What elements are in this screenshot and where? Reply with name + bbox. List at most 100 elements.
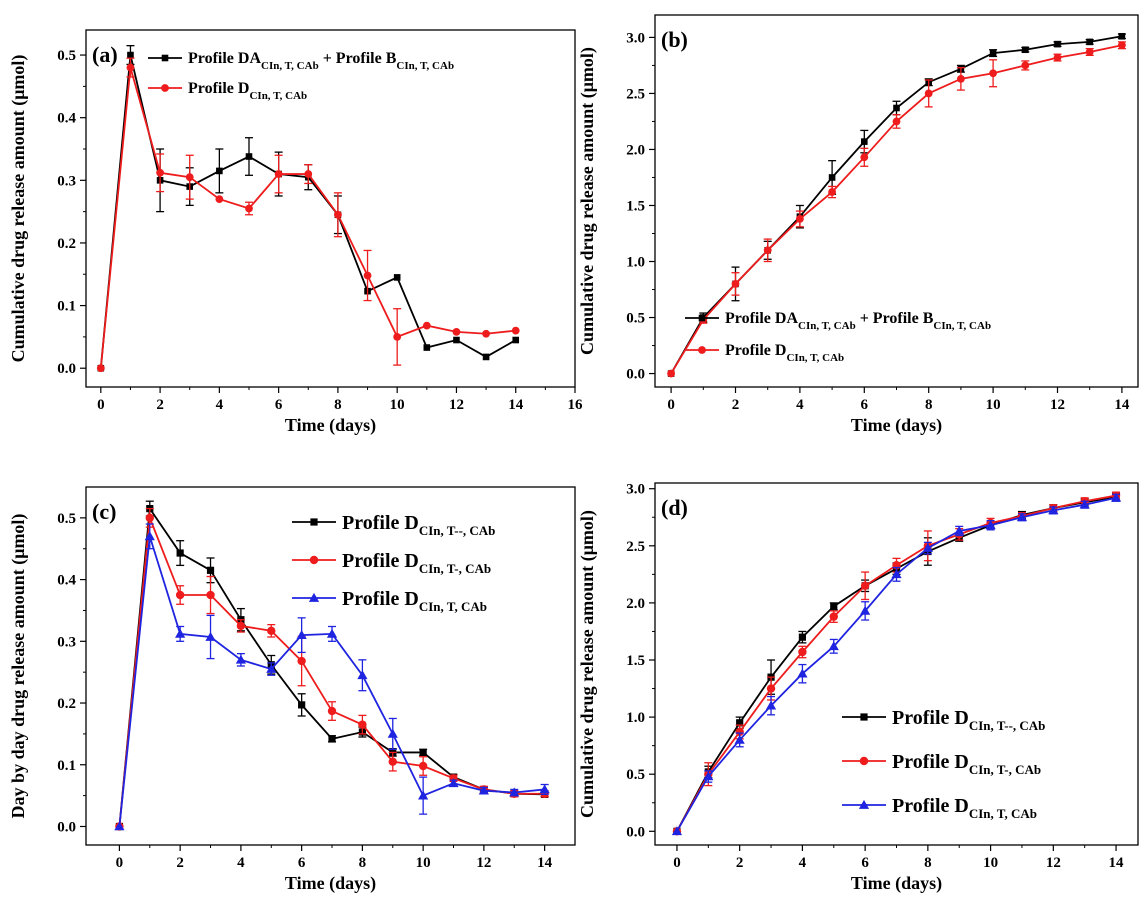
triangle-marker <box>891 569 902 579</box>
circle-marker <box>161 84 169 92</box>
circle-marker <box>156 168 164 177</box>
circle-marker <box>860 153 869 162</box>
legend-name: Profile D <box>725 342 786 359</box>
x-tick-label: 6 <box>861 397 869 413</box>
circle-marker <box>304 170 313 178</box>
legend-name: Profile D <box>892 795 969 817</box>
square-marker <box>893 104 900 112</box>
x-tick-label: 0 <box>667 397 675 413</box>
circle-marker <box>236 621 246 631</box>
legend-name: Profile D <box>892 707 969 729</box>
series-line <box>118 536 545 827</box>
triangle-marker <box>765 700 777 710</box>
triangle-marker <box>509 787 520 797</box>
y-tick-label: 0.4 <box>57 111 76 127</box>
legend: Profile DACIn, T, CAb + Profile BCIn, T,… <box>148 50 454 102</box>
y-tick-label: 0.1 <box>57 299 76 315</box>
x-tick-label: 14 <box>537 855 553 871</box>
triangle-marker <box>954 525 965 535</box>
legend-entry: Profile DCIn, T, CAb <box>188 80 307 102</box>
square-marker <box>1086 38 1093 46</box>
y-tick-label: 0.5 <box>626 311 645 327</box>
x-tick-label: 14 <box>508 397 524 413</box>
legend-name: Profile D <box>342 550 419 572</box>
series-line <box>676 495 1117 832</box>
circle-marker <box>358 720 367 729</box>
legend-entry: Profile DCIn, T, CAb <box>725 342 844 364</box>
series-2 <box>114 523 550 831</box>
circle-marker <box>735 727 744 737</box>
legend-subscript: CIn, T-, CAb <box>969 762 1041 777</box>
y-tick-label: 0.5 <box>626 767 645 783</box>
circle-marker <box>388 757 397 766</box>
y-tick-label: 0.4 <box>57 573 76 589</box>
x-tick-label: 14 <box>1114 397 1130 413</box>
square-marker <box>328 735 336 743</box>
series-0 <box>115 500 549 831</box>
circle-marker <box>667 369 675 378</box>
y-tick-label: 3.0 <box>626 30 645 46</box>
triangle-marker <box>266 663 277 673</box>
square-marker <box>482 353 490 361</box>
legend-subscript: CIn, T, CAb <box>786 352 844 364</box>
triangle-marker <box>1016 512 1028 522</box>
y-tick-label: 1.0 <box>626 255 645 271</box>
legend-entry: Profile DCIn, T--, CAb <box>342 512 495 538</box>
x-tick-label: 10 <box>983 855 998 871</box>
circle-marker <box>393 332 402 341</box>
triangle-marker <box>703 771 714 781</box>
circle-marker <box>798 647 807 657</box>
square-marker <box>298 701 306 709</box>
square-marker <box>989 49 997 57</box>
y-tick-label: 0.5 <box>57 511 76 527</box>
legend-subscript: CIn, T--, CAb <box>969 718 1046 733</box>
triangle-marker <box>734 734 745 744</box>
triangle-marker <box>858 799 870 809</box>
square-marker <box>1022 46 1029 54</box>
plot-frame <box>85 486 576 846</box>
square-marker <box>512 336 520 344</box>
triangle-marker <box>985 520 996 530</box>
legend-name: Profile D <box>188 80 249 97</box>
panel-label: (b) <box>661 27 688 52</box>
series-0 <box>97 45 520 372</box>
y-axis-label: Cumulative drug release amount (μmol) <box>577 47 598 355</box>
square-marker <box>419 748 427 757</box>
legend-name: Profile DA <box>188 50 261 67</box>
circle-marker <box>1021 61 1030 70</box>
x-tick-label: 14 <box>1109 855 1125 871</box>
x-tick-label: 4 <box>799 855 807 871</box>
x-tick-label: 2 <box>176 855 184 871</box>
x-tick-label: 6 <box>861 855 869 871</box>
triangle-marker <box>235 654 247 664</box>
square-marker <box>453 336 460 344</box>
y-tick-label: 0.2 <box>57 696 76 712</box>
triangle-marker <box>296 630 307 639</box>
triangle-marker <box>387 728 398 738</box>
circle-marker <box>327 706 337 716</box>
y-tick-label: 0.5 <box>57 48 76 64</box>
circle-marker <box>828 188 836 196</box>
circle-marker <box>363 271 372 280</box>
circle-marker <box>859 756 869 766</box>
x-tick-label: 0 <box>116 855 124 871</box>
circle-marker <box>267 626 276 636</box>
circle-marker <box>274 170 283 178</box>
square-marker <box>1118 32 1126 40</box>
legend-entry: Profile DCIn, T-, CAb <box>892 751 1041 777</box>
legend: Profile DACIn, T, CAb + Profile BCIn, T,… <box>685 310 991 364</box>
panel-c: 0 2 4 6 8 10 12 14 0.0 0.1 0.2 0.3 0.4 0.5 Time (days)… <box>8 486 576 894</box>
x-tick-label: 0 <box>97 397 105 413</box>
circle-marker <box>796 215 804 223</box>
triangle-marker <box>478 785 489 795</box>
square-marker <box>423 344 431 351</box>
x-tick-label: 12 <box>1046 855 1061 871</box>
legend-name: Profile D <box>892 751 969 773</box>
circle-marker <box>1118 41 1126 50</box>
x-tick-label: 4 <box>216 397 224 413</box>
legend-name: Profile D <box>342 512 419 534</box>
x-tick-label: 16 <box>568 397 584 413</box>
series-line <box>99 67 516 369</box>
y-tick-label: 0.2 <box>57 236 76 252</box>
